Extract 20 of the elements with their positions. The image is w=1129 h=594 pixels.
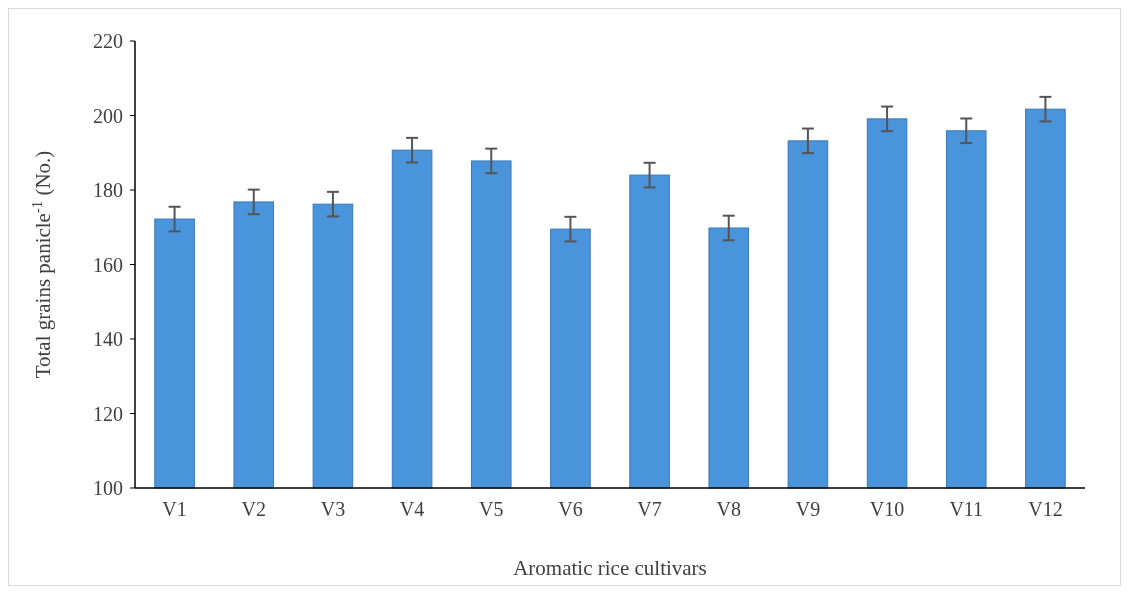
x-tick-label: V6 bbox=[558, 498, 583, 520]
x-tick-label: V5 bbox=[479, 498, 504, 520]
y-tick-label: 100 bbox=[93, 477, 123, 499]
x-tick-label: V9 bbox=[795, 498, 821, 520]
x-tick-label: V7 bbox=[637, 498, 662, 520]
x-tick-label: V2 bbox=[241, 498, 266, 520]
y-tick-label: 220 bbox=[93, 30, 123, 52]
x-tick-label: V4 bbox=[399, 498, 425, 520]
x-tick-label: V11 bbox=[949, 498, 984, 520]
y-tick-label: 140 bbox=[93, 328, 123, 350]
y-tick-label: 120 bbox=[93, 402, 123, 425]
x-tick-label: V12 bbox=[1028, 498, 1063, 520]
x-axis-title: Aromatic rice cultivars bbox=[513, 556, 707, 580]
y-tick-label: 160 bbox=[93, 253, 123, 276]
x-tick-label: V1 bbox=[162, 498, 187, 520]
y-tick-label: 180 bbox=[93, 179, 123, 201]
y-tick-label: 200 bbox=[93, 104, 123, 127]
x-tick-label: V10 bbox=[869, 498, 905, 520]
x-tick-label: V8 bbox=[716, 498, 741, 520]
x-tick-label: V3 bbox=[320, 498, 346, 520]
